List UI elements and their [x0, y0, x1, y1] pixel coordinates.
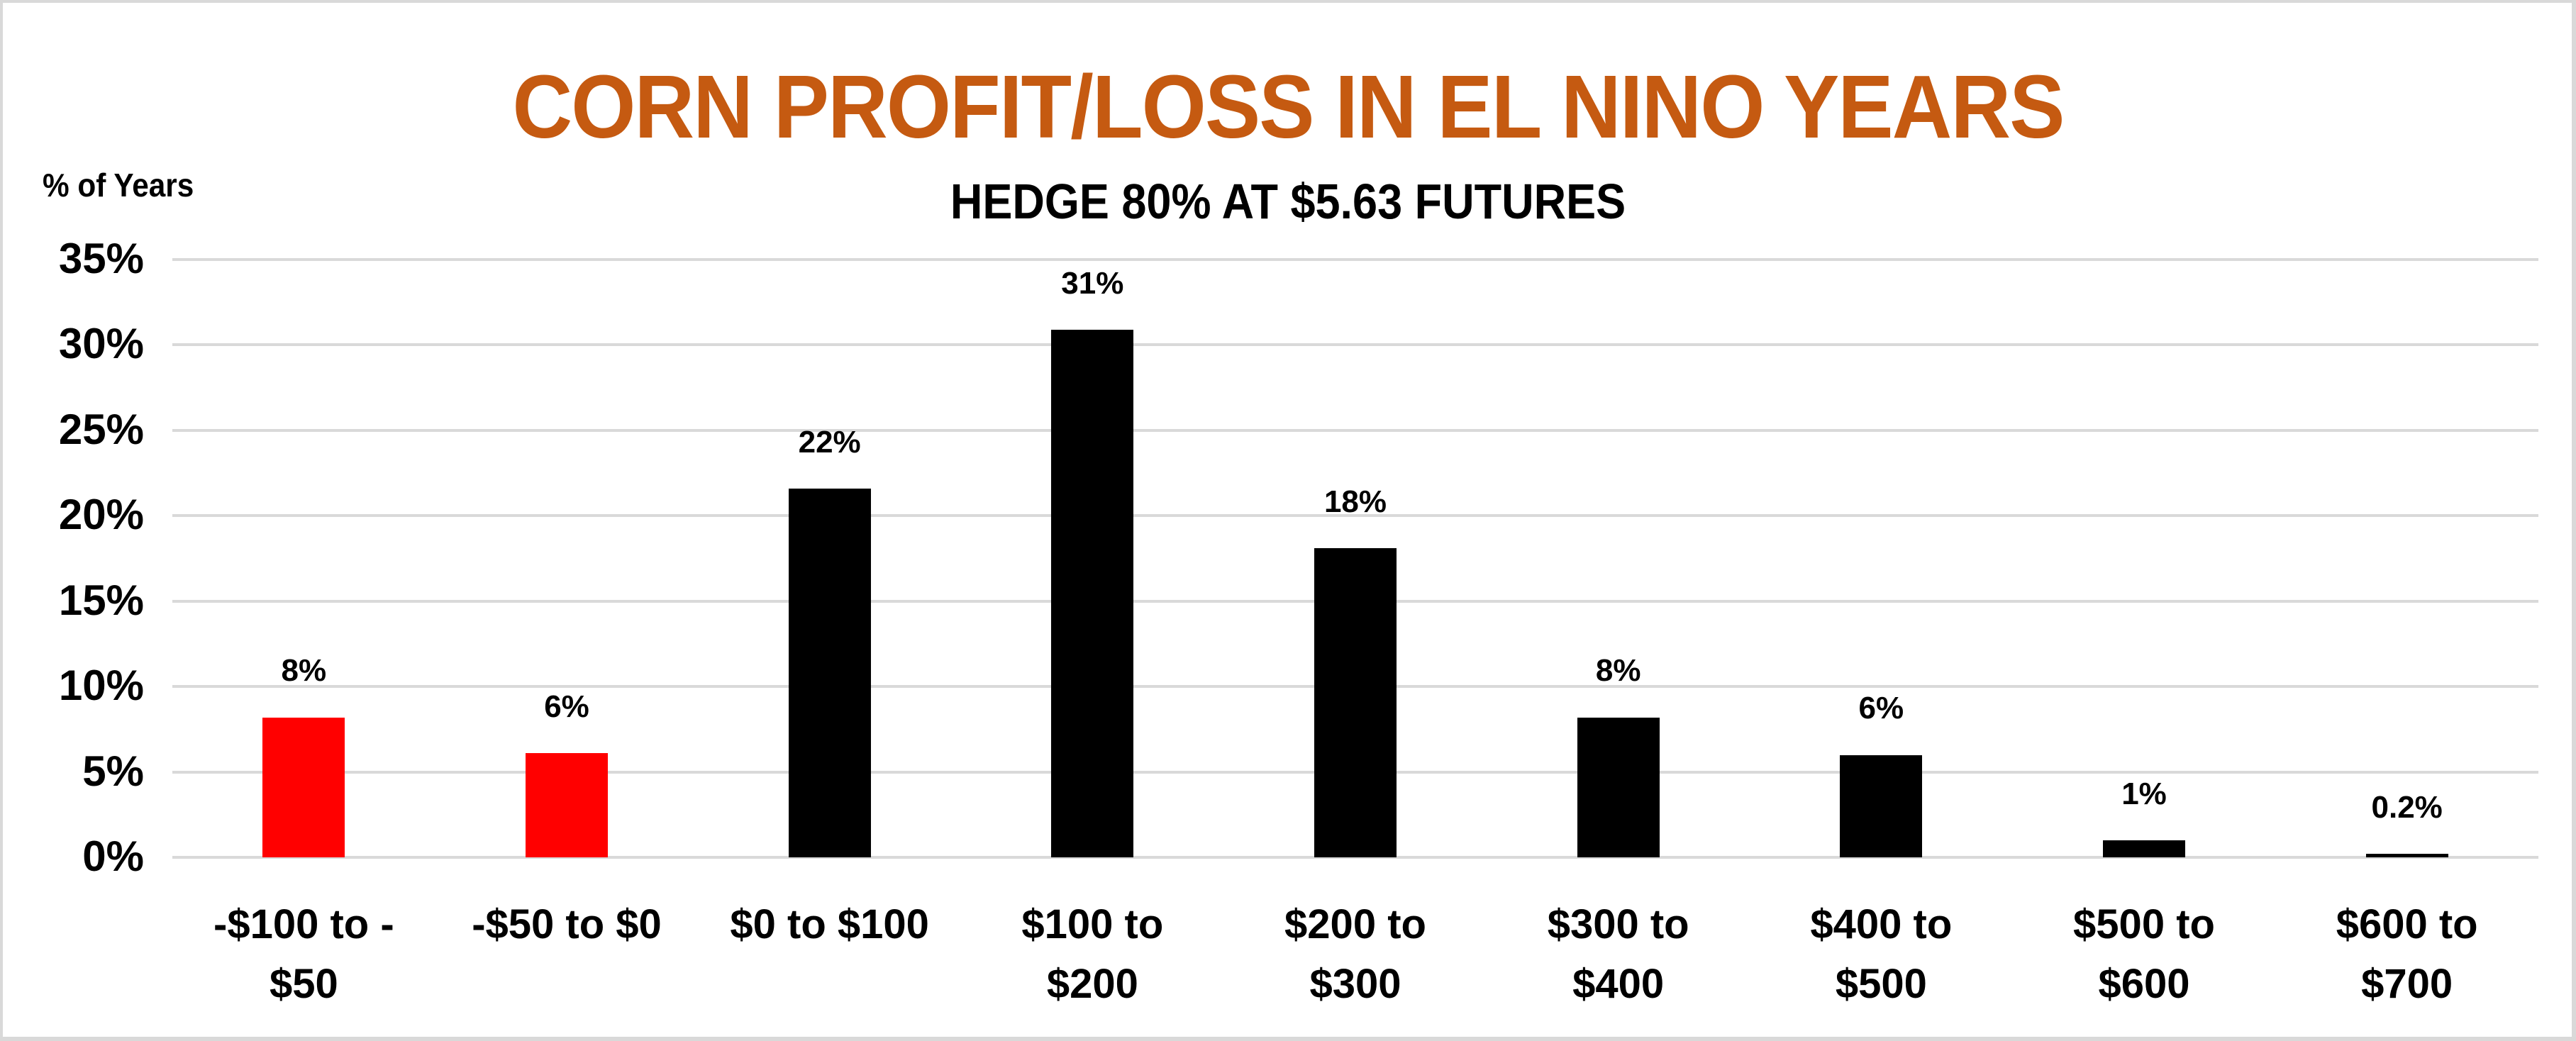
data-label: 8%	[281, 653, 327, 689]
bar-7	[2103, 840, 2185, 857]
x-tick-label: $500 to $600	[2073, 901, 2215, 1007]
y-tick-label: 30%	[58, 320, 144, 368]
bar-5	[1577, 717, 1660, 857]
x-tick-label: $100 to $200	[1021, 901, 1164, 1007]
y-axis-title: % of Years	[43, 167, 194, 204]
x-tick-label: $200 to $300	[1284, 901, 1426, 1007]
chart-subtitle: HEDGE 80% AT $5.63 FUTURES	[950, 174, 1626, 229]
bar-3	[1051, 329, 1134, 857]
chart-title: CORN PROFIT/LOSS IN EL NINO YEARS	[512, 57, 2065, 157]
x-tick-label: $300 to $400	[1547, 901, 1689, 1007]
plot-area: 0% 5% 10% 15% 20% 25% 30% 35% 8% 6% 22% 31% 18% 8% 6% 1…	[59, 235, 2538, 880]
y-tick-label: 25%	[58, 405, 144, 453]
y-tick-label: 20%	[58, 491, 144, 539]
data-label: 6%	[1858, 691, 1904, 726]
bar-0	[262, 717, 345, 857]
y-tick-label: 0%	[82, 833, 144, 880]
x-tick-label: -$50 to $0	[472, 901, 662, 947]
y-tick-label: 10%	[58, 662, 144, 710]
y-tick-label: 35%	[58, 235, 144, 282]
data-label: 0.2%	[2371, 790, 2443, 825]
x-tick-label: $600 to $700	[2336, 901, 2478, 1007]
bar-8	[2365, 854, 2448, 857]
y-tick-label: 5%	[82, 747, 144, 795]
gridline	[172, 856, 2538, 859]
x-tick-label: $400 to $500	[1810, 901, 1953, 1007]
bar-4	[1314, 548, 1397, 857]
y-tick-label: 15%	[58, 576, 144, 624]
data-label: 22%	[798, 424, 861, 460]
x-tick-label: -$100 to - $50	[213, 901, 394, 1007]
x-tick-label: $0 to $100	[730, 901, 929, 947]
data-label: 8%	[1595, 653, 1641, 689]
data-label: 31%	[1061, 265, 1124, 301]
gridline	[172, 514, 2538, 518]
gridline	[172, 343, 2538, 347]
data-label: 1%	[2121, 776, 2167, 811]
gridline	[172, 258, 2538, 261]
bar-1	[526, 753, 608, 857]
bar-2	[788, 488, 871, 857]
data-label: 6%	[544, 689, 589, 725]
data-label: 18%	[1323, 484, 1387, 520]
gridline	[172, 428, 2538, 432]
bar-6	[1840, 755, 1923, 857]
